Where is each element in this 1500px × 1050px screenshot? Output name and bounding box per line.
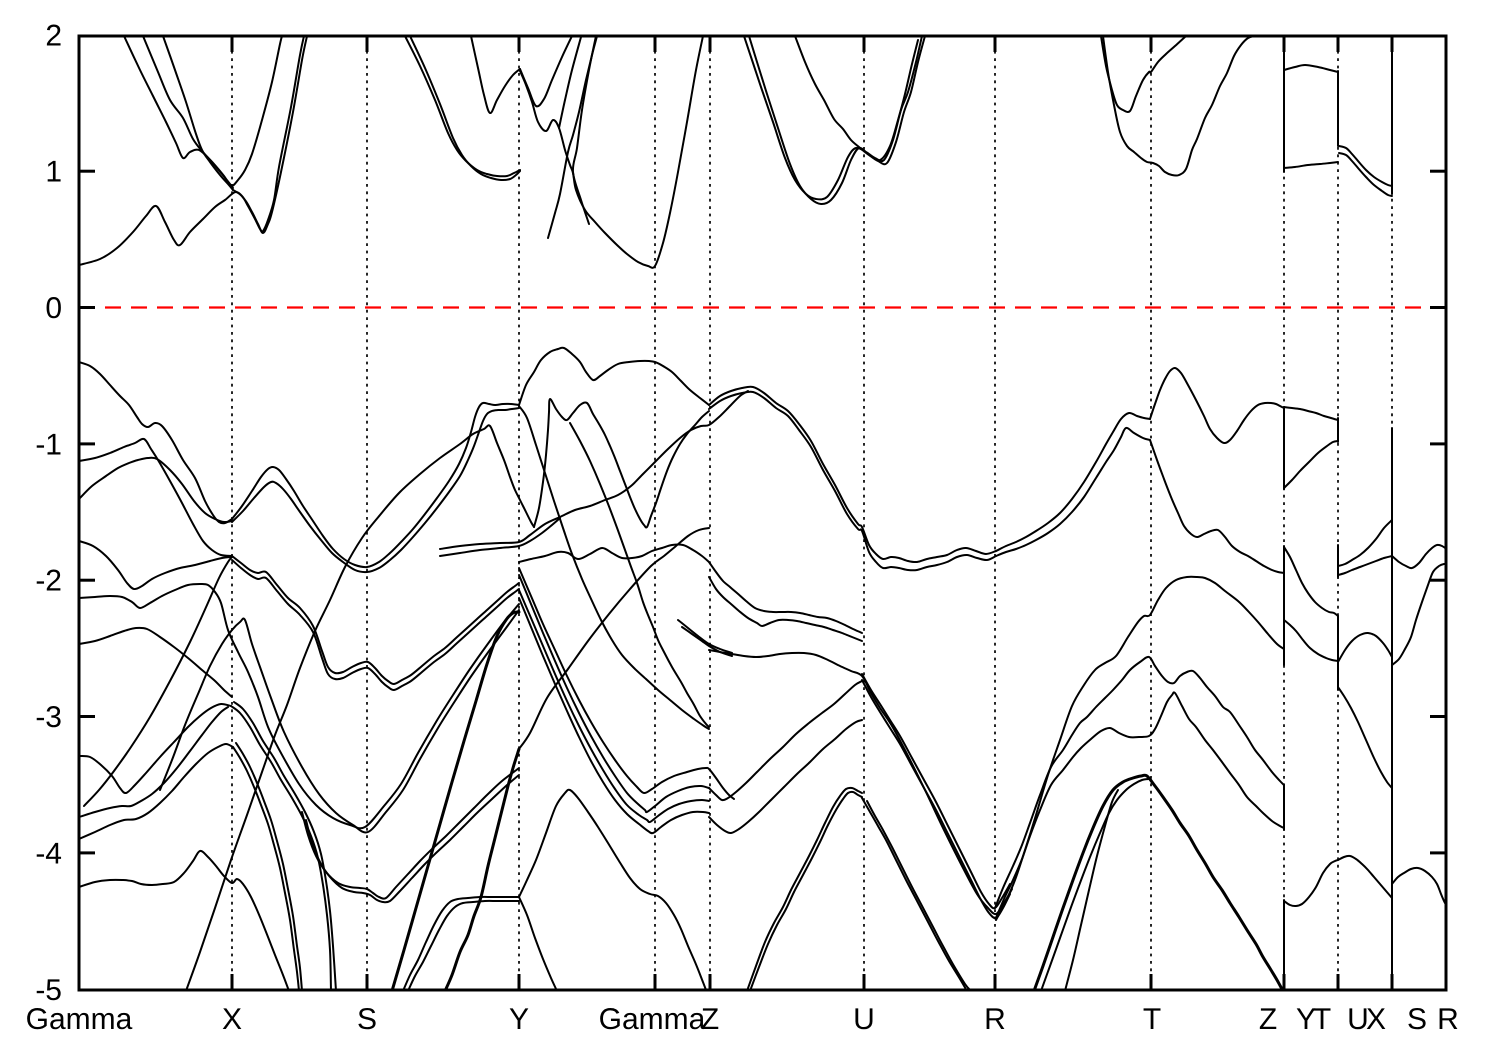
svg-text:-3: -3 bbox=[35, 701, 62, 734]
svg-text:-2: -2 bbox=[35, 565, 62, 598]
svg-text:-1: -1 bbox=[35, 428, 62, 461]
svg-text:0: 0 bbox=[45, 292, 62, 325]
svg-text:T: T bbox=[1143, 1003, 1161, 1036]
svg-text:R: R bbox=[984, 1003, 1006, 1036]
svg-text:X: X bbox=[222, 1003, 242, 1036]
svg-text:Y: Y bbox=[1296, 1003, 1316, 1036]
svg-text:-5: -5 bbox=[35, 974, 62, 1007]
svg-text:X: X bbox=[1366, 1003, 1386, 1036]
svg-text:T: T bbox=[1313, 1003, 1331, 1036]
svg-text:U: U bbox=[1347, 1003, 1369, 1036]
svg-text:U: U bbox=[853, 1003, 875, 1036]
svg-text:-4: -4 bbox=[35, 837, 62, 870]
svg-text:Z: Z bbox=[1259, 1003, 1277, 1036]
svg-text:2: 2 bbox=[45, 19, 62, 52]
svg-text:Gamma: Gamma bbox=[599, 1003, 706, 1036]
svg-text:Y: Y bbox=[509, 1003, 529, 1036]
svg-text:S: S bbox=[357, 1003, 377, 1036]
svg-text:S: S bbox=[1407, 1003, 1427, 1036]
svg-text:Z: Z bbox=[701, 1003, 719, 1036]
svg-text:Gamma: Gamma bbox=[26, 1003, 133, 1036]
svg-text:1: 1 bbox=[45, 156, 62, 189]
svg-text:R: R bbox=[1437, 1003, 1459, 1036]
